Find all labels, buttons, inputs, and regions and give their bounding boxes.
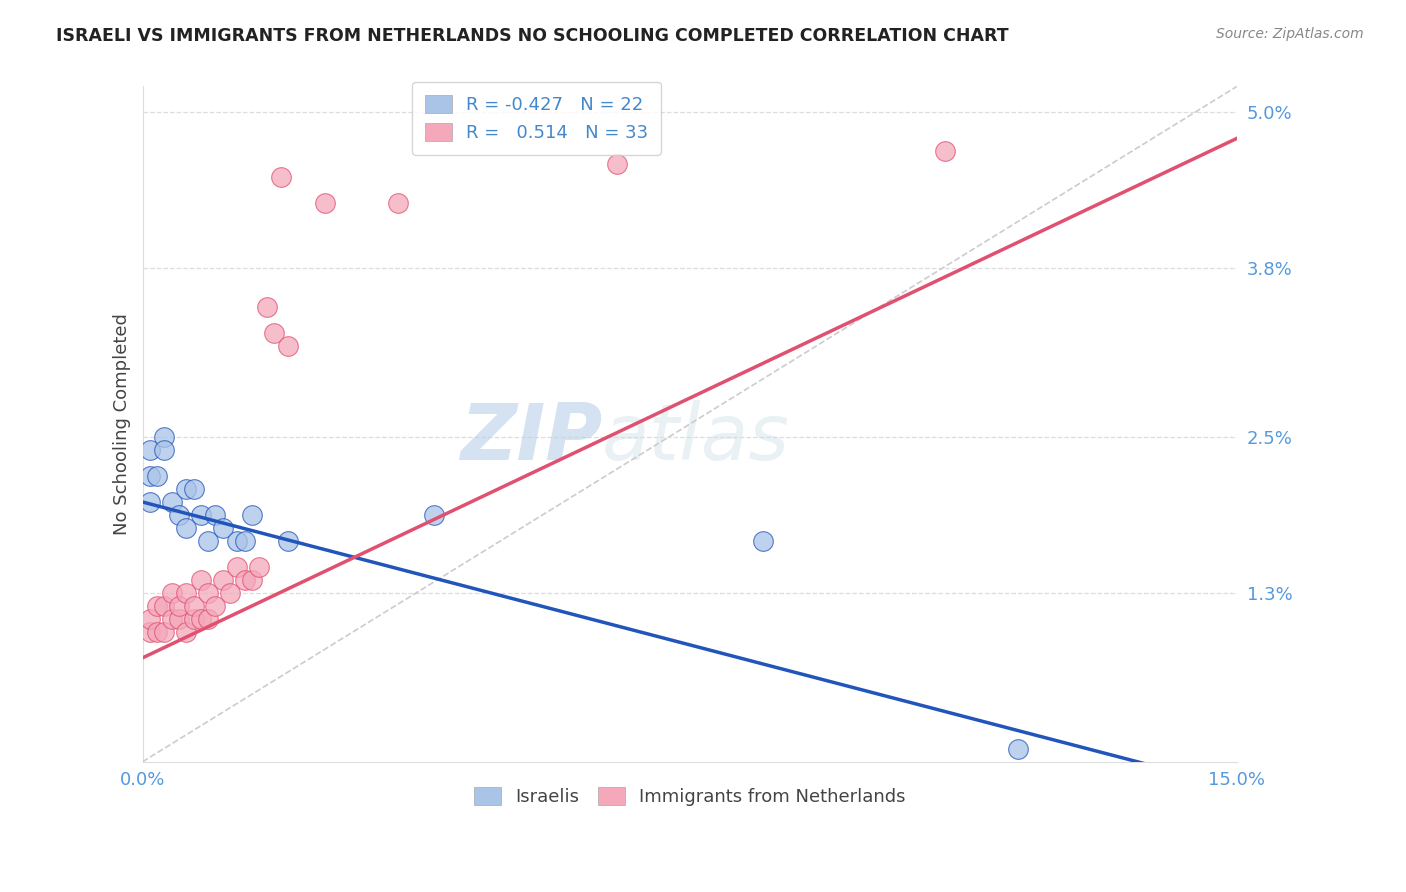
Point [183,482,205,496]
Point [277,533,299,548]
Text: atlas: atlas [602,400,790,475]
Point [153,599,176,613]
Point [139,612,162,626]
Point [226,560,249,574]
Point [146,469,169,483]
Point [233,533,256,548]
Point [256,300,278,314]
Point [153,443,176,458]
Point [146,599,169,613]
Point [263,326,285,340]
Point [204,599,226,613]
Point [1007,741,1029,756]
Point [183,612,205,626]
Point [190,612,212,626]
Legend: Israelis, Immigrants from Netherlands: Israelis, Immigrants from Netherlands [467,780,912,814]
Point [423,508,446,522]
Point [751,533,773,548]
Point [176,624,198,639]
Point [139,495,162,509]
Point [270,170,292,185]
Point [190,573,212,587]
Point [240,573,263,587]
Point [226,533,249,548]
Point [160,612,183,626]
Text: ISRAELI VS IMMIGRANTS FROM NETHERLANDS NO SCHOOLING COMPLETED CORRELATION CHART: ISRAELI VS IMMIGRANTS FROM NETHERLANDS N… [56,27,1010,45]
Point [183,599,205,613]
Y-axis label: No Schooling Completed: No Schooling Completed [114,313,131,535]
Point [176,482,198,496]
Point [219,586,242,600]
Point [247,560,270,574]
Text: ZIP: ZIP [460,400,602,475]
Point [160,586,183,600]
Point [233,573,256,587]
Point [153,624,176,639]
Point [160,495,183,509]
Point [240,508,263,522]
Point [387,196,409,211]
Point [204,508,226,522]
Point [934,145,956,159]
Point [176,521,198,535]
Point [139,624,162,639]
Point [167,612,190,626]
Point [167,599,190,613]
Point [277,339,299,353]
Point [139,443,162,458]
Point [211,521,233,535]
Point [197,533,219,548]
Text: Source: ZipAtlas.com: Source: ZipAtlas.com [1216,27,1364,41]
Point [314,196,336,211]
Point [190,508,212,522]
Point [176,586,198,600]
Point [606,157,628,171]
Point [197,612,219,626]
Point [153,430,176,444]
Point [211,573,233,587]
Point [146,624,169,639]
Point [167,508,190,522]
Point [139,469,162,483]
Point [197,586,219,600]
